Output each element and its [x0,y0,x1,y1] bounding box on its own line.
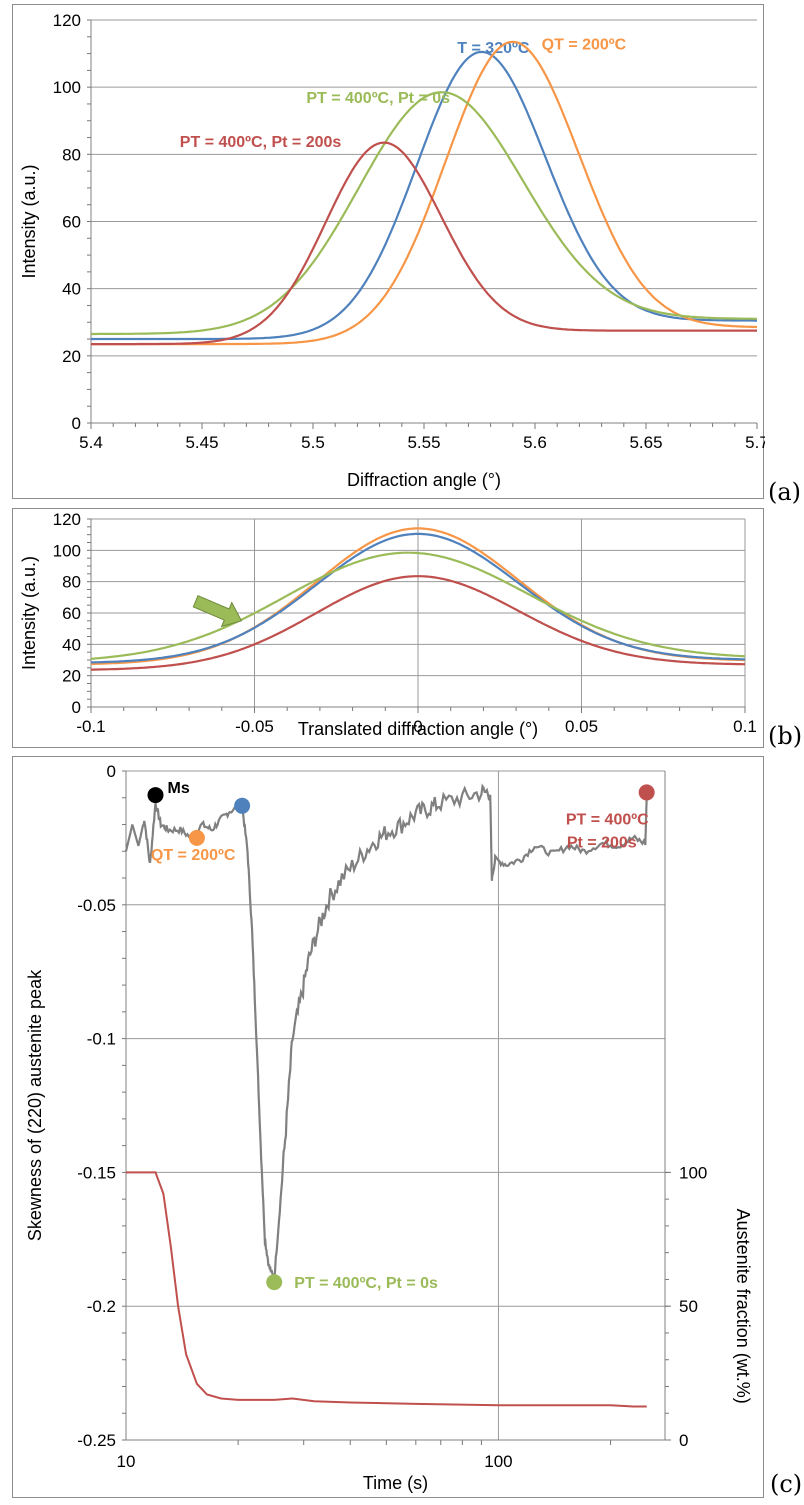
marker-label: Ms [167,780,189,797]
x-tick-label: 10 [117,1452,136,1471]
line-chart-a: 0 20 40 60 80 100 120 5.4 5.45 5.5 5.55 5.6 5.65 5.7 T… [19,11,765,490]
x-tick-label: -0.1 [76,717,105,736]
y-tick-label: 40 [62,635,81,654]
y2-tick-label: 0 [679,1431,688,1450]
x-axis-label: Translated diffraction angle (°) [298,719,538,739]
y-tick-label: 60 [62,213,81,232]
x-tick-label: 100 [484,1452,512,1471]
y-tick-label: -0.2 [87,1297,116,1316]
y-tick-label: 120 [53,510,81,529]
series-line [91,91,757,336]
marker-label: QT = 200ºC [151,847,236,864]
x-tick-label: 5.7 [745,433,765,452]
x-tick-label: -0.05 [235,717,274,736]
panel-label-c: (c) [770,1470,803,1498]
series-label: QT = 200ºC [542,37,627,54]
chart-panel-a: 0 20 40 60 80 100 120 5.4 5.45 5.5 5.55 5.6 5.65 5.7 T… [12,4,765,499]
y2-axis-label: Austenite fraction (wt.%) [733,1209,753,1404]
y-tick-label: 60 [62,604,81,623]
chart-panel-c: -0.25 -0.2 -0.15 -0.1 -0.05 0 10 100 0 50 100 Ms QT … [12,756,764,1498]
x-tick-label: 5.6 [523,433,547,452]
y-tick-label: 20 [62,347,81,366]
marker-label: PT = 400ºC [566,811,649,828]
x-tick-label: 5.5 [301,433,325,452]
marker-label: PT = 400ºC, Pt = 0s [294,1275,438,1292]
y-tick-label: -0.1 [87,1030,116,1049]
x-tick-label: 5.65 [629,433,662,452]
series-line [90,551,746,660]
event-marker [147,787,164,804]
y2-tick-label: 50 [679,1297,698,1316]
x-tick-label: 0.1 [733,717,757,736]
event-marker [266,1274,283,1291]
x-tick-label: 5.45 [185,433,218,452]
event-marker [638,784,655,801]
x-tick-label: 0.05 [565,717,598,736]
series-label: PT = 400ºC, Pt = 200s [180,134,342,151]
series-line [91,40,758,346]
event-marker [188,829,205,846]
series-line [91,575,745,671]
y-tick-label: -0.25 [77,1431,116,1450]
austenite-fraction-line [126,1171,647,1408]
y-tick-label: 0 [72,414,81,433]
series-label: T = 320ºC [457,40,530,57]
skewness-line [124,783,648,1285]
chart-panel-b-frame: 0 20 40 60 80 100 120 -0.1 -0.05 0 0.05 0.1 Translat… [12,508,764,748]
line-chart-c: -0.25 -0.2 -0.15 -0.1 -0.05 0 10 100 0 50 100 Ms QT … [25,762,753,1493]
x-axis-label: Diffraction angle (°) [347,470,501,490]
series-line [91,141,757,346]
y-tick-label: 100 [53,78,81,97]
panel-label-a: (a) [768,478,802,506]
y-tick-label: 0 [72,698,81,717]
line-chart-b: 0 20 40 60 80 100 120 -0.1 -0.05 0 0.05 0.1 Translat… [19,510,757,739]
y-tick-label: 80 [62,573,81,592]
x-tick-label: 0 [413,717,422,736]
y-tick-label: 0 [107,762,116,781]
y-tick-label: -0.05 [77,896,116,915]
event-marker [234,797,251,814]
x-tick-label: 5.55 [407,433,440,452]
marker-label-line2: Pt = 200s [567,834,637,851]
y-tick-label: -0.15 [77,1163,116,1182]
x-axis-label: Time (s) [363,1473,428,1493]
series-line [91,50,757,341]
series-label: PT = 400ºC, Pt = 0s [306,90,450,107]
y-axis-label: Intensity (a.u.) [19,164,39,278]
series-line [90,532,745,664]
annotation-arrow [192,595,243,628]
y-axis-label: Intensity (a.u.) [19,556,39,670]
y-axis-label: Skewness of (220) austenite peak [25,969,45,1241]
y2-tick-label: 100 [679,1163,707,1182]
y-tick-label: 20 [62,667,81,686]
y-tick-label: 120 [53,11,81,30]
y-tick-label: 100 [53,541,81,560]
y-tick-label: 40 [62,280,81,299]
y-tick-label: 80 [62,145,81,164]
panel-label-b: (b) [768,722,803,750]
x-tick-label: 5.4 [79,433,103,452]
